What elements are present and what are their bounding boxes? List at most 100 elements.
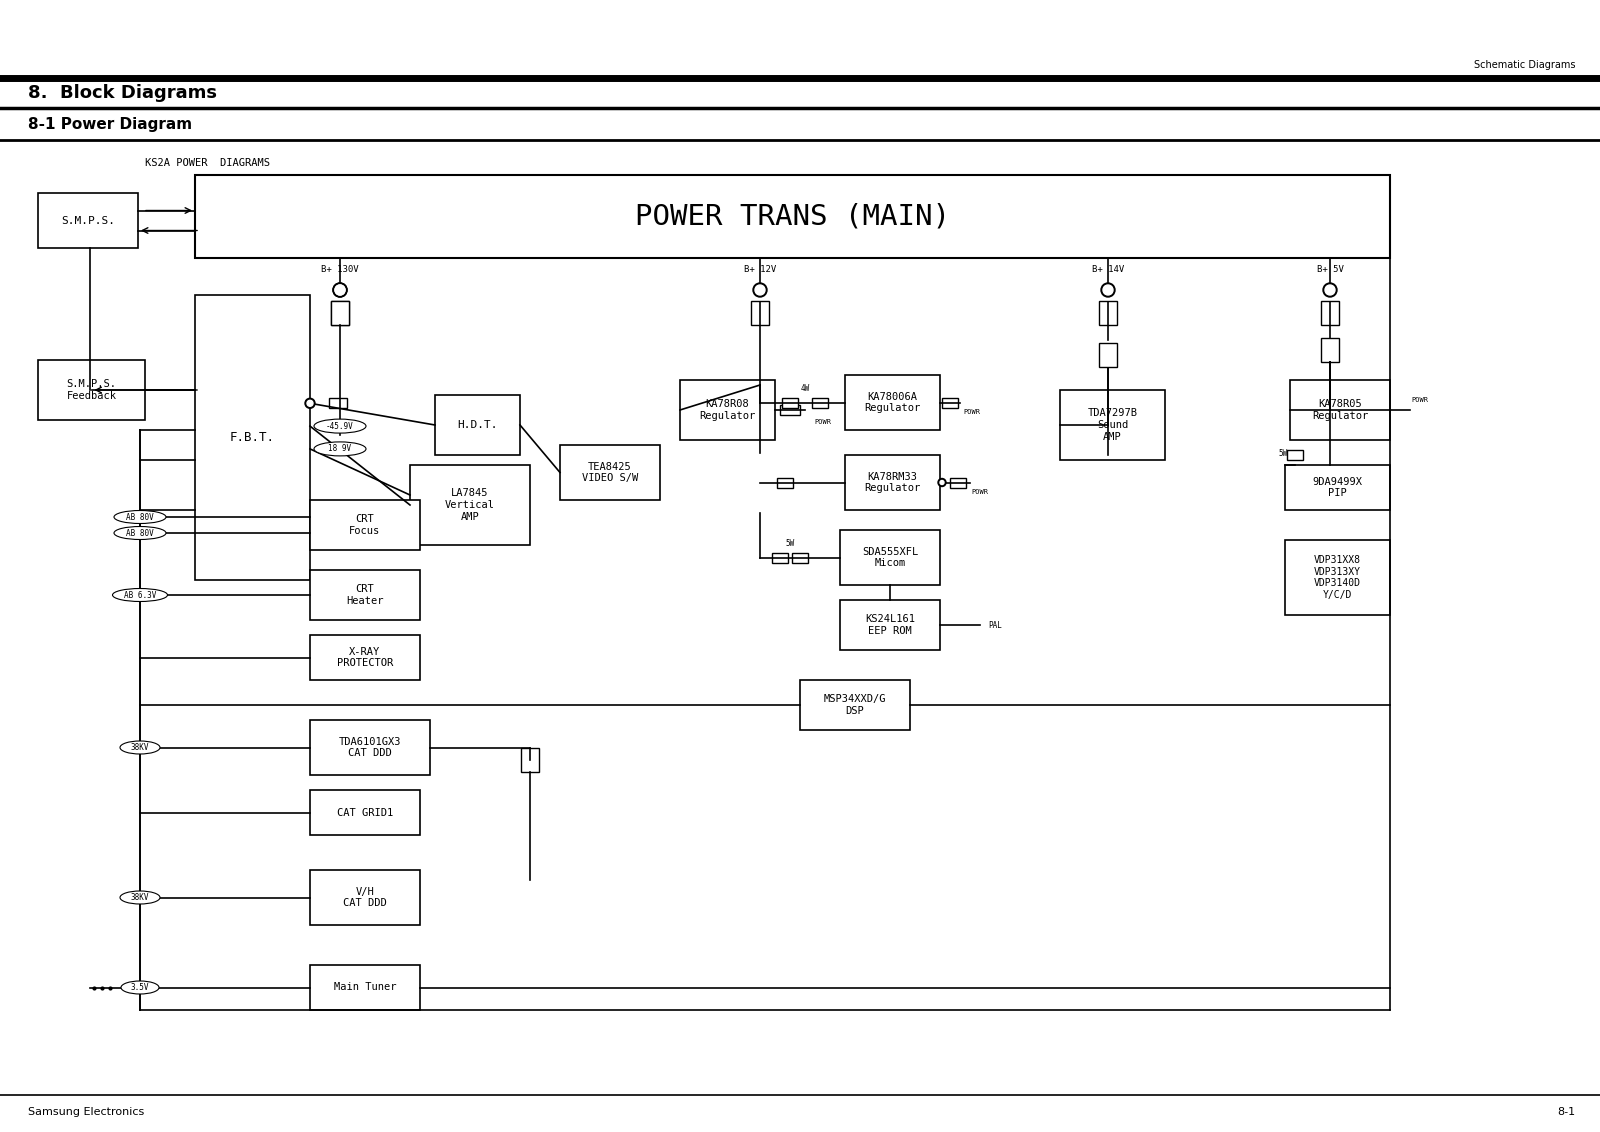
Text: MSP34XXD/G
DSP: MSP34XXD/G DSP — [824, 694, 886, 715]
Bar — [522, 748, 539, 772]
Text: S.M.P.S.
Feedback: S.M.P.S. Feedback — [67, 379, 117, 401]
Text: S.M.P.S.: S.M.P.S. — [61, 215, 115, 225]
Text: KA78006A
Regulator: KA78006A Regulator — [864, 392, 920, 413]
Text: KS2A POWER  DIAGRAMS: KS2A POWER DIAGRAMS — [146, 158, 270, 168]
Text: B+ 5V: B+ 5V — [1317, 266, 1344, 274]
Bar — [845, 375, 941, 430]
Bar — [310, 500, 419, 550]
Bar — [840, 600, 941, 650]
Bar — [1290, 380, 1390, 440]
Bar — [1059, 391, 1165, 460]
Bar — [310, 571, 419, 620]
Ellipse shape — [120, 891, 160, 904]
Bar — [750, 301, 770, 325]
Text: TDA7297B
Sound
AMP: TDA7297B Sound AMP — [1088, 409, 1138, 441]
Bar — [1322, 338, 1339, 362]
Text: 3.5V: 3.5V — [131, 983, 149, 992]
Bar — [813, 397, 829, 408]
Text: -45.9V: -45.9V — [326, 421, 354, 430]
Bar — [195, 295, 310, 580]
Ellipse shape — [122, 981, 158, 994]
Bar — [331, 301, 349, 325]
Bar — [942, 397, 958, 408]
Bar — [1285, 465, 1390, 511]
Text: Schematic Diagrams: Schematic Diagrams — [1474, 60, 1574, 70]
Bar — [1285, 540, 1390, 615]
Circle shape — [1101, 283, 1115, 297]
Text: 8-1 Power Diagram: 8-1 Power Diagram — [29, 117, 192, 131]
Text: 18 9V: 18 9V — [328, 445, 352, 454]
Bar — [38, 360, 146, 420]
Text: KA78RM33
Regulator: KA78RM33 Regulator — [864, 472, 920, 494]
Bar — [195, 175, 1390, 258]
Bar — [778, 478, 794, 488]
Text: KS24L161
EEP ROM: KS24L161 EEP ROM — [866, 615, 915, 636]
Bar — [1286, 451, 1302, 460]
Text: AB 80V: AB 80V — [126, 529, 154, 538]
Bar — [781, 405, 800, 415]
Text: 9DA9499X
PIP: 9DA9499X PIP — [1312, 477, 1363, 498]
Bar — [782, 397, 798, 408]
Text: LA7845
Vertical
AMP: LA7845 Vertical AMP — [445, 488, 494, 522]
Circle shape — [333, 283, 347, 297]
Circle shape — [941, 480, 944, 484]
Text: B+ 12V: B+ 12V — [744, 266, 776, 274]
Text: POWER TRANS (MAIN): POWER TRANS (MAIN) — [635, 203, 950, 231]
Bar — [310, 790, 419, 835]
Bar — [410, 465, 530, 544]
Text: 8-1: 8-1 — [1557, 1107, 1574, 1117]
Text: X-RAY
PROTECTOR: X-RAY PROTECTOR — [338, 646, 394, 668]
Bar — [1322, 301, 1339, 325]
Text: SDA555XFL
Micom: SDA555XFL Micom — [862, 547, 918, 568]
Circle shape — [333, 283, 347, 297]
Text: V/H
CAT DDD: V/H CAT DDD — [342, 886, 387, 908]
Bar — [310, 964, 419, 1010]
Circle shape — [334, 285, 346, 295]
Bar — [792, 552, 808, 563]
Text: KA78R05
Regulator: KA78R05 Regulator — [1312, 400, 1368, 421]
Text: 38KV: 38KV — [131, 893, 149, 902]
Circle shape — [755, 285, 765, 295]
Text: F.B.T.: F.B.T. — [230, 431, 275, 444]
Circle shape — [754, 283, 766, 297]
Text: 5W: 5W — [786, 539, 795, 548]
Circle shape — [334, 285, 346, 295]
Ellipse shape — [314, 441, 366, 456]
Text: POWR: POWR — [1411, 397, 1429, 403]
Bar — [1099, 343, 1117, 367]
Bar — [771, 552, 787, 563]
Bar — [680, 380, 774, 440]
Text: CRT
Focus: CRT Focus — [349, 514, 381, 535]
Text: CRT
Heater: CRT Heater — [346, 584, 384, 606]
Bar — [560, 445, 661, 500]
Circle shape — [1325, 285, 1334, 295]
Bar — [310, 720, 430, 775]
Ellipse shape — [120, 741, 160, 754]
Bar — [38, 192, 138, 248]
Text: TEA8425
VIDEO S/W: TEA8425 VIDEO S/W — [582, 462, 638, 483]
Text: POWR: POWR — [963, 410, 981, 415]
Circle shape — [307, 401, 314, 406]
Text: PAL: PAL — [989, 620, 1002, 629]
Text: POWR: POWR — [814, 419, 832, 424]
Text: 5W: 5W — [1278, 448, 1288, 457]
Text: VDP31XX8
VDP313XY
VDP3140D
Y/C/D: VDP31XX8 VDP313XY VDP3140D Y/C/D — [1314, 555, 1362, 600]
Ellipse shape — [114, 511, 166, 523]
Text: B+ 14V: B+ 14V — [1091, 266, 1125, 274]
Bar — [800, 680, 910, 730]
Bar — [310, 635, 419, 680]
Text: 4W: 4W — [800, 384, 810, 393]
Bar — [310, 871, 419, 925]
Text: CAT GRID1: CAT GRID1 — [338, 807, 394, 817]
Circle shape — [1323, 283, 1338, 297]
Bar — [331, 301, 349, 325]
Circle shape — [306, 398, 315, 409]
Ellipse shape — [314, 419, 366, 434]
Text: AB 6.3V: AB 6.3V — [123, 591, 157, 600]
Text: KA78R08
Regulator: KA78R08 Regulator — [699, 400, 755, 421]
Bar — [845, 455, 941, 511]
Text: Main Tuner: Main Tuner — [334, 983, 397, 993]
Text: 38KV: 38KV — [131, 743, 149, 752]
Text: TDA6101GX3
CAT DDD: TDA6101GX3 CAT DDD — [339, 737, 402, 758]
Bar — [950, 478, 966, 488]
